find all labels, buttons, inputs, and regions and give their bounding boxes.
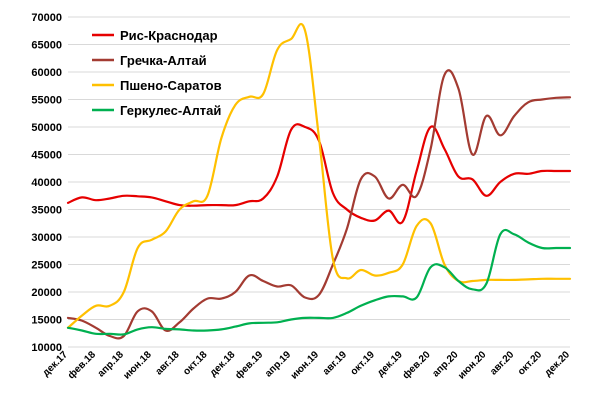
x-tick-label: июн.20: [456, 349, 489, 382]
x-tick-label: дек.20: [543, 349, 573, 379]
y-tick-label: 65000: [31, 40, 62, 52]
legend-label: Геркулес-Алтай: [120, 103, 221, 118]
x-tick-label: авг.18: [154, 349, 182, 377]
y-tick-label: 60000: [31, 67, 62, 79]
series-lines: [66, 22, 572, 340]
x-tick-label: июн.19: [289, 349, 322, 382]
y-tick-label: 10000: [31, 342, 62, 354]
series-line-2: [66, 69, 572, 340]
series-line-4: [66, 228, 572, 336]
y-tick-label: 40000: [31, 177, 62, 189]
x-tick-label: фев.20: [400, 348, 433, 381]
y-tick-label: 55000: [31, 95, 62, 107]
legend: Рис-Краснодар Гречка-Алтай Пшено-Саратов Ге…: [92, 28, 222, 118]
y-tick-label: 15000: [31, 315, 62, 327]
legend-label: Гречка-Алтай: [120, 53, 207, 68]
x-tick-label: фев.19: [233, 348, 266, 381]
legend-label: Пшено-Саратов: [120, 78, 222, 93]
x-tick-label: фев.18: [65, 348, 98, 381]
x-tick-label: окт.19: [349, 349, 378, 378]
x-tick-label: авг.20: [488, 349, 516, 377]
x-tick-label: окт.18: [181, 349, 210, 378]
x-tick-label: июн.18: [122, 349, 155, 382]
gridlines: [68, 16, 570, 348]
x-tick-label: окт.20: [516, 349, 545, 378]
y-tick-label: 25000: [31, 260, 62, 272]
legend-label: Рис-Краснодар: [120, 28, 218, 43]
y-tick-label: 30000: [31, 232, 62, 244]
series-line-3: [66, 22, 572, 329]
y-tick-label: 50000: [31, 122, 62, 134]
y-tick-label: 45000: [31, 150, 62, 162]
y-tick-label: 20000: [31, 287, 62, 299]
x-tick-label: авг.19: [321, 349, 349, 377]
y-axis: 10000 15000 20000 25000 30000 35000 40000 45000…: [31, 12, 62, 354]
y-tick-label: 70000: [31, 12, 62, 24]
y-tick-label: 35000: [31, 205, 62, 217]
